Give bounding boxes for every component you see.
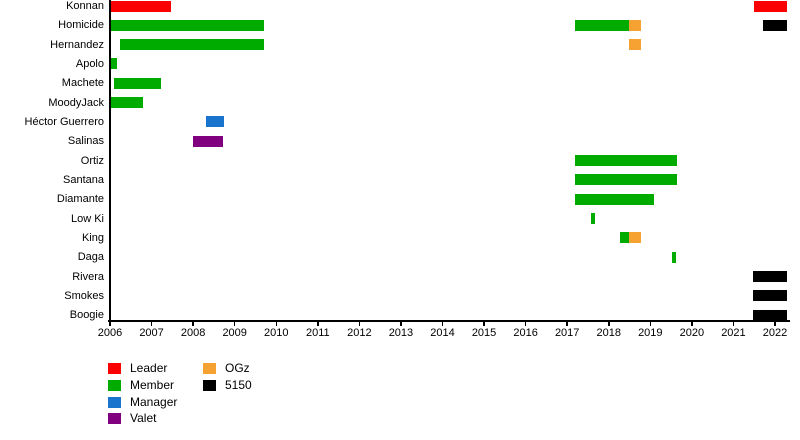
row-label-apolo: Apolo	[75, 57, 104, 70]
x-axis-tick	[608, 322, 610, 326]
bar-konnan-leader	[110, 0, 172, 12]
bar-hernandez-member	[120, 39, 265, 51]
x-axis-tick	[483, 322, 485, 326]
bar-smokes-5150	[753, 290, 787, 302]
row-label-boogie: Boogie	[69, 309, 104, 322]
x-tick-label-2019: 2019	[638, 327, 663, 339]
x-tick-label-2015: 2015	[471, 327, 497, 339]
bar-king-member	[620, 232, 630, 244]
legend-label-ogz: OGz	[225, 361, 250, 375]
legend-swatch-leader	[108, 363, 121, 374]
row-label-homicide: Homicide	[58, 19, 104, 32]
x-tick-label-2011: 2011	[305, 327, 330, 339]
x-axis-tick	[233, 322, 236, 326]
bar-boogie-5150	[753, 309, 787, 321]
row-label-ortiz: Ortiz	[80, 154, 104, 167]
legend-label-member: Member	[130, 377, 175, 392]
bar-king-ogz	[629, 232, 642, 244]
bar-konnan-leader	[754, 0, 787, 12]
x-tick-label-2014: 2014	[430, 327, 455, 339]
x-axis-tick	[400, 322, 402, 326]
bar-rivera-5150	[753, 271, 787, 283]
row-label-santana: Santana	[63, 173, 104, 186]
x-tick-label-2010: 2010	[264, 327, 289, 339]
x-axis-tick	[441, 322, 444, 326]
bar-moodyjack-member	[110, 97, 144, 109]
bar-machete-member	[114, 77, 162, 89]
x-tick-label-2007: 2007	[139, 327, 164, 339]
bar-daga-member	[672, 251, 677, 263]
x-axis-tick	[275, 322, 277, 326]
x-tick-label-2020: 2020	[679, 327, 705, 339]
x-tick-label-2012: 2012	[347, 327, 372, 339]
x-tick-label-2022: 2022	[762, 327, 788, 339]
bar-salinas-valet	[193, 135, 224, 147]
row-label-rivera: Rivera	[72, 270, 104, 283]
x-tick-label-2021: 2021	[721, 327, 746, 339]
row-label-smokes: Smokes	[64, 289, 104, 302]
row-label-diamante: Diamante	[56, 193, 104, 206]
x-tick-label-2013: 2013	[388, 327, 414, 339]
row-label-konnan: Konnan	[66, 0, 104, 12]
x-axis-tick	[150, 322, 153, 326]
legend-swatch-member	[108, 379, 121, 391]
bar-apolo-member	[110, 58, 117, 70]
x-axis-tick	[691, 322, 693, 326]
legend-swatch-valet	[108, 413, 121, 425]
row-label-low-ki: Low Ki	[70, 212, 104, 225]
x-axis-tick	[774, 322, 776, 326]
x-axis-tick	[732, 322, 735, 326]
row-label-salinas: Salinas	[67, 135, 104, 148]
row-label-king: King	[81, 231, 104, 244]
x-axis-tick	[317, 322, 319, 326]
bar-homicide-member	[110, 19, 265, 31]
y-axis-line	[109, 0, 111, 322]
x-tick-label-2018: 2018	[596, 327, 621, 339]
x-axis-tick	[358, 322, 361, 326]
x-axis-tick	[109, 322, 111, 326]
bar-santana-member	[574, 174, 678, 186]
bar-h-ctor-guerrero-manager	[205, 116, 225, 128]
row-label-h-ctor-guerrero: Héctor Guerrero	[24, 115, 104, 128]
legend-label-valet: Valet	[130, 411, 157, 426]
bar-low-ki-member	[590, 213, 595, 225]
bar-homicide-5150	[763, 19, 787, 31]
row-label-moodyjack: MoodyJack	[48, 96, 104, 109]
x-tick-label-2008: 2008	[180, 327, 206, 339]
x-tick-label-2016: 2016	[513, 327, 538, 339]
bar-homicide-member	[574, 19, 630, 31]
legend-label-leader: Leader	[130, 361, 168, 375]
legend-swatch-manager	[108, 396, 121, 408]
x-axis-tick	[192, 322, 194, 326]
x-axis-line	[108, 320, 790, 322]
x-tick-label-2006: 2006	[97, 327, 123, 339]
x-tick-label-2017: 2017	[554, 327, 580, 339]
bar-hernandez-ogz	[629, 39, 642, 51]
bar-ortiz-member	[574, 155, 678, 167]
x-axis-tick	[524, 322, 527, 326]
x-axis-tick	[566, 322, 568, 326]
legend-swatch-5150	[203, 379, 216, 391]
legend-swatch-ogz	[203, 363, 216, 374]
bar-diamante-member	[574, 193, 655, 205]
row-label-daga: Daga	[77, 251, 104, 264]
x-axis-tick	[649, 322, 652, 326]
bar-homicide-ogz	[629, 19, 642, 31]
legend-label-manager: Manager	[130, 394, 178, 409]
row-label-machete: Machete	[61, 77, 104, 90]
legend-label-5150: 5150	[225, 377, 252, 392]
row-label-hernandez: Hernandez	[50, 38, 104, 51]
x-tick-label-2009: 2009	[222, 327, 247, 339]
